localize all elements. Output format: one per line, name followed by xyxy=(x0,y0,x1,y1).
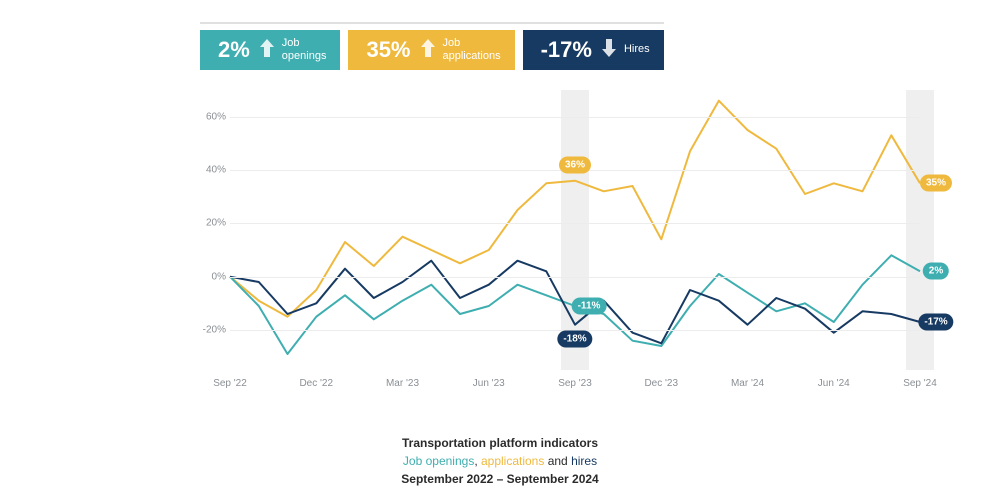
stat-percent: 35% xyxy=(366,37,410,63)
y-axis-label: 40% xyxy=(196,165,226,176)
caption-series-part: hires xyxy=(571,454,597,468)
caption-date-range: September 2022 – September 2024 xyxy=(0,470,1000,488)
y-axis-label: 20% xyxy=(196,218,226,229)
y-axis-label: -20% xyxy=(196,325,226,336)
y-axis-label: 0% xyxy=(196,271,226,282)
stat-card: -17% Hires xyxy=(523,30,664,70)
x-axis-label: Sep '22 xyxy=(213,378,247,389)
caption-series-part: Job openings xyxy=(403,454,474,468)
stat-label: Jobopenings xyxy=(282,37,327,63)
caption-series-part: applications xyxy=(481,454,544,468)
stat-percent: -17% xyxy=(541,37,592,63)
stat-percent: 2% xyxy=(218,37,250,63)
gridline xyxy=(230,277,920,278)
x-axis-label: Mar '24 xyxy=(731,378,764,389)
x-axis-label: Jun '24 xyxy=(818,378,850,389)
stat-label: Jobapplications xyxy=(443,37,501,63)
arrow-up-icon xyxy=(419,37,437,64)
caption-series-part: , xyxy=(474,454,481,468)
x-axis-label: Dec '23 xyxy=(644,378,678,389)
x-axis-label: Sep '23 xyxy=(558,378,592,389)
stat-cards-row: 2% Jobopenings 35% Jobapplications -17% Hires xyxy=(200,22,664,70)
data-label-bubble: -11% xyxy=(572,298,607,315)
x-axis-label: Sep '24 xyxy=(903,378,937,389)
stat-card: 2% Jobopenings xyxy=(200,30,340,70)
data-label-bubble: 2% xyxy=(923,263,949,280)
arrow-down-icon xyxy=(600,37,618,64)
arrow-up-icon xyxy=(258,37,276,64)
chart-area: -20%0%20%40%60%Sep '22Dec '22Mar '23Jun … xyxy=(200,90,950,410)
stat-card: 35% Jobapplications xyxy=(348,30,514,70)
data-label-bubble: -18% xyxy=(557,330,592,347)
x-axis-label: Dec '22 xyxy=(299,378,333,389)
gridline xyxy=(230,223,920,224)
stat-label: Hires xyxy=(624,43,650,56)
series-line-applications xyxy=(230,101,920,317)
y-axis-label: 60% xyxy=(196,111,226,122)
caption-title: Transportation platform indicators xyxy=(0,434,1000,452)
caption-series-line: Job openings, applications and hires xyxy=(0,452,1000,470)
chart-caption: Transportation platform indicators Job o… xyxy=(0,434,1000,488)
data-label-bubble: 36% xyxy=(559,156,591,173)
caption-series-part: and xyxy=(544,454,571,468)
chart-lines-svg xyxy=(230,90,920,370)
data-label-bubble: -17% xyxy=(918,314,953,331)
x-axis-label: Jun '23 xyxy=(473,378,505,389)
x-axis-label: Mar '23 xyxy=(386,378,419,389)
data-label-bubble: 35% xyxy=(920,175,952,192)
gridline xyxy=(230,117,920,118)
chart-plot: -20%0%20%40%60%Sep '22Dec '22Mar '23Jun … xyxy=(230,90,920,370)
